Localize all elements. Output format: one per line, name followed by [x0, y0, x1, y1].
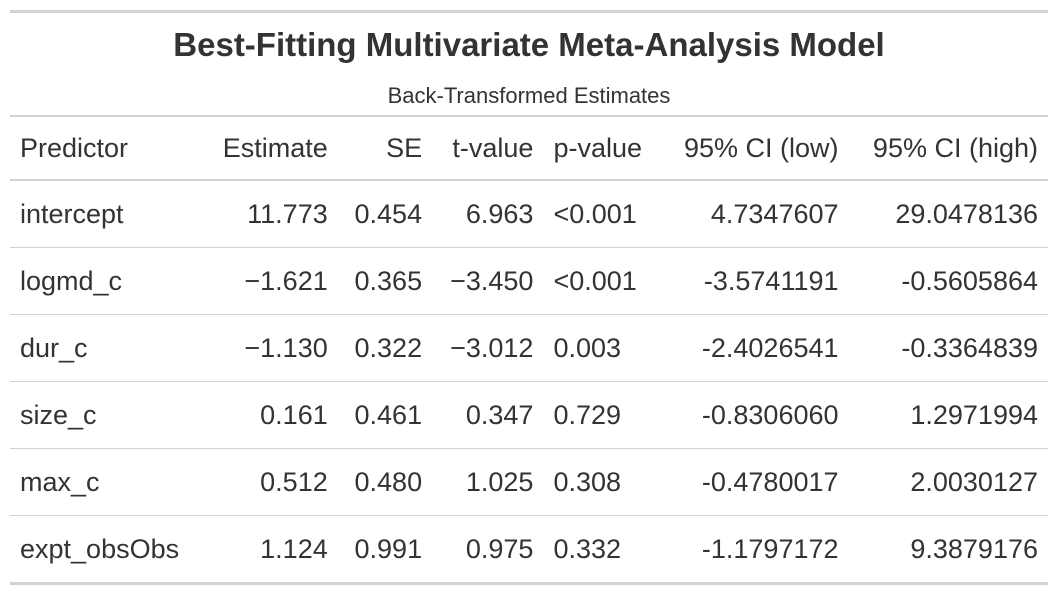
cell-p-value: 0.308 [543, 448, 661, 516]
cell-estimate: −1.130 [203, 314, 338, 382]
cell-ci-low: -0.4780017 [660, 448, 849, 516]
cell-estimate: 0.161 [203, 381, 338, 449]
cell-predictor: intercept [20, 198, 124, 229]
table-subtitle: Back-Transformed Estimates [387, 83, 671, 108]
table-row: expt_obsObs 1.124 0.991 0.975 0.332 -1.1… [10, 515, 1048, 582]
cell-t-value: 0.347 [432, 381, 544, 449]
cell-p-value: 0.332 [543, 515, 661, 582]
cell-ci-high: 1.2971994 [848, 381, 1048, 449]
cell-t-value: 6.963 [465, 198, 534, 229]
results-table: Best-Fitting Multivariate Meta-Analysis … [10, 10, 1048, 585]
cell-ci-high: 29.0478136 [895, 198, 1038, 229]
cell-se: 0.322 [337, 314, 433, 382]
cell-se: 0.480 [337, 448, 433, 516]
cell-predictor: logmd_c [10, 247, 203, 315]
column-header-predictor: Predictor [10, 117, 203, 181]
cell-estimate: 0.512 [203, 448, 338, 516]
cell-ci-low: -2.4026541 [660, 314, 849, 382]
column-header-ci-low: 95% CI (low) [660, 117, 849, 181]
cell-estimate: −1.621 [203, 247, 338, 315]
cell-predictor: dur_c [10, 314, 203, 382]
table-row: max_c 0.512 0.480 1.025 0.308 -0.4780017… [10, 448, 1048, 516]
cell-se: 0.365 [337, 247, 433, 315]
cell-ci-high: -0.5605864 [848, 247, 1048, 315]
table-row: dur_c −1.130 0.322 −3.012 0.003 -2.40265… [10, 314, 1048, 382]
cell-predictor: expt_obsObs [10, 515, 203, 582]
table-row: intercept 11.773 0.454 6.963 <0.001 4.73… [10, 180, 1048, 248]
cell-p-value: <0.001 [553, 198, 637, 229]
cell-p-value: <0.001 [543, 247, 661, 315]
cell-t-value: 1.025 [432, 448, 544, 516]
column-header-se: SE [337, 117, 433, 181]
estimates-table: Predictor Estimate SE t-value p-value 95… [10, 117, 1048, 582]
column-header-ci-high: 95% CI (high) [848, 117, 1048, 181]
cell-t-value: −3.450 [432, 247, 544, 315]
cell-predictor: max_c [10, 448, 203, 516]
cell-ci-low: 4.7347607 [710, 198, 839, 229]
cell-ci-low: -0.8306060 [660, 381, 849, 449]
cell-ci-high: 2.0030127 [848, 448, 1048, 516]
cell-ci-low: -1.1797172 [660, 515, 849, 582]
cell-se: 0.461 [337, 381, 433, 449]
table-row: size_c 0.161 0.461 0.347 0.729 -0.830606… [10, 381, 1048, 449]
column-header-t-value: t-value [432, 117, 544, 181]
cell-ci-low: -3.5741191 [660, 247, 849, 315]
column-header-estimate: Estimate [203, 117, 338, 181]
cell-estimate: 1.124 [203, 515, 338, 582]
table-row: logmd_c −1.621 0.365 −3.450 <0.001 -3.57… [10, 247, 1048, 315]
cell-ci-high: 9.3879176 [848, 515, 1048, 582]
cell-predictor: size_c [10, 381, 203, 449]
cell-ci-high: -0.3364839 [848, 314, 1048, 382]
cell-se: 0.454 [354, 198, 423, 229]
cell-t-value: 0.975 [432, 515, 544, 582]
table-heading: Best-Fitting Multivariate Meta-Analysis … [10, 13, 1048, 117]
header-row: Predictor Estimate SE t-value p-value 95… [10, 117, 1048, 181]
table-title: Best-Fitting Multivariate Meta-Analysis … [173, 26, 885, 63]
cell-t-value: −3.012 [432, 314, 544, 382]
column-header-p-value: p-value [543, 117, 661, 181]
cell-p-value: 0.729 [543, 381, 661, 449]
cell-se: 0.991 [337, 515, 433, 582]
cell-estimate: 11.773 [247, 198, 328, 229]
cell-p-value: 0.003 [543, 314, 661, 382]
